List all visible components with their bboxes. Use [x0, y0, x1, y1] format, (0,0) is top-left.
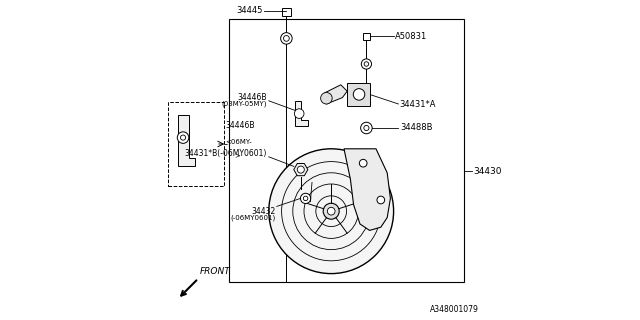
Text: 34431*A: 34431*A: [399, 100, 436, 108]
Polygon shape: [347, 83, 370, 106]
Text: A50831: A50831: [396, 32, 428, 41]
Circle shape: [377, 196, 385, 204]
Circle shape: [280, 33, 292, 44]
Circle shape: [301, 193, 311, 204]
Text: 34445: 34445: [236, 6, 262, 15]
Circle shape: [284, 36, 289, 41]
Circle shape: [294, 109, 304, 118]
Polygon shape: [294, 164, 308, 176]
Circle shape: [361, 122, 372, 134]
Circle shape: [177, 132, 189, 143]
Text: 34488B: 34488B: [400, 124, 433, 132]
Circle shape: [364, 62, 369, 66]
Polygon shape: [295, 101, 308, 126]
Circle shape: [361, 59, 371, 69]
Circle shape: [180, 135, 186, 140]
Polygon shape: [322, 85, 347, 104]
Text: (-06MY0601): (-06MY0601): [230, 214, 275, 221]
Text: 34431*B(-06MY0601): 34431*B(-06MY0601): [185, 149, 268, 158]
Circle shape: [360, 159, 367, 167]
Text: 34430: 34430: [474, 167, 502, 176]
Bar: [168, 102, 224, 186]
Polygon shape: [178, 115, 195, 166]
Text: FRONT: FRONT: [200, 267, 231, 276]
Circle shape: [303, 196, 308, 201]
Text: 34446B: 34446B: [237, 93, 268, 102]
Circle shape: [353, 89, 365, 100]
Text: A348001079: A348001079: [429, 305, 479, 314]
Circle shape: [364, 125, 369, 131]
Bar: [282, 8, 291, 16]
Text: <06MY-: <06MY-: [226, 139, 252, 145]
Circle shape: [323, 203, 339, 219]
Circle shape: [321, 92, 332, 104]
Circle shape: [298, 166, 305, 173]
Text: (03MY-05MY): (03MY-05MY): [221, 101, 268, 107]
Text: 34432: 34432: [251, 207, 275, 216]
Polygon shape: [344, 149, 390, 230]
Bar: [362, 33, 370, 40]
Bar: [229, 19, 464, 282]
Circle shape: [269, 149, 394, 274]
Circle shape: [328, 207, 335, 215]
Text: >: >: [226, 154, 241, 159]
Text: 34446B: 34446B: [226, 121, 255, 130]
